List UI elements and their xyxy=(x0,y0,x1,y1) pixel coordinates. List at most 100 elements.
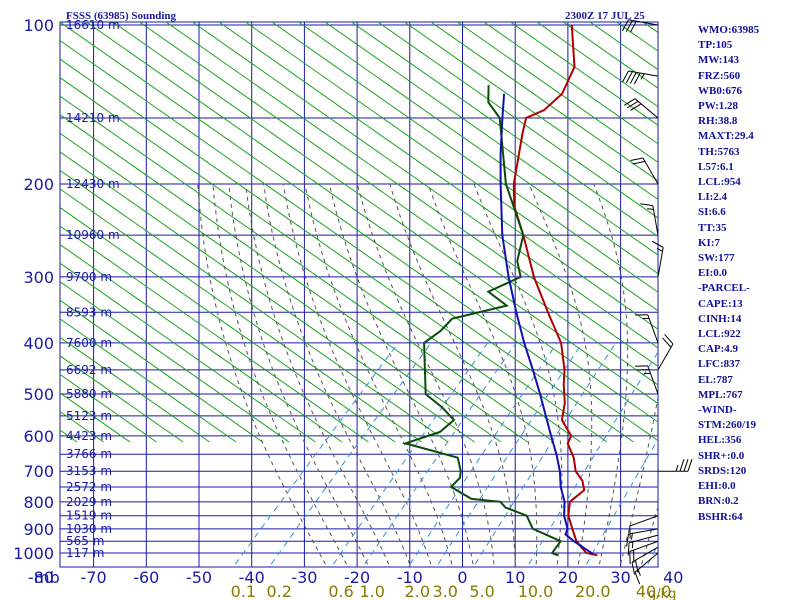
wind-barb-staff xyxy=(642,157,659,185)
sounding-index-item: -PARCEL- xyxy=(698,282,750,295)
dry-adiabat-line xyxy=(60,281,290,443)
sounding-index-item: EL:787 xyxy=(698,373,733,386)
moist-adiabat-line xyxy=(282,183,432,565)
dry-adiabat-line xyxy=(112,22,658,405)
height-label: 4423 m xyxy=(66,429,112,443)
mixing-ratio-unit: g/kg xyxy=(648,587,676,600)
mixing-ratio-line xyxy=(332,342,489,565)
sounding-index-item: CAPE:13 xyxy=(698,297,743,310)
wind-barb-full xyxy=(621,70,629,83)
plot-frame xyxy=(59,21,659,568)
dry-adiabat-line xyxy=(60,169,449,443)
wind-barb-staff xyxy=(634,552,659,573)
wind-barb-full xyxy=(630,157,644,161)
wind-barb-full xyxy=(625,71,633,84)
wind-barbs xyxy=(621,19,693,585)
moist-adiabat-line xyxy=(245,183,390,565)
wind-barb-half xyxy=(656,247,663,252)
temperature-tick-label: -50 xyxy=(186,568,212,587)
moist-adiabats xyxy=(197,183,658,565)
sounding-indices-panel: WMO:63985 TP:105 MW:143 FRZ:560 WB0:676 PW:1.… xyxy=(698,23,759,525)
chart-title: FSSS (63985) Sounding xyxy=(66,10,177,22)
temperature-tick-label: -40 xyxy=(239,568,265,587)
dewpoint-line xyxy=(401,85,563,557)
pressure-tick-label: 900 xyxy=(23,520,54,539)
pressure-tick-label: 500 xyxy=(23,385,54,404)
sounding-index-item: STM:260/19 xyxy=(698,419,757,432)
dry-adiabat-line xyxy=(192,22,658,349)
dry-adiabat-line xyxy=(351,22,658,238)
sounding-index-item: SI:6.6 xyxy=(698,206,726,219)
wind-barb-full xyxy=(623,98,636,106)
height-label: 16610 m xyxy=(66,18,120,32)
height-label: 5880 m xyxy=(66,387,112,401)
sounding-index-item: LFC:837 xyxy=(698,358,741,371)
sounding-index-item: CINH:14 xyxy=(698,312,742,325)
sounding-datetime: 2300Z 17 JUL 25 xyxy=(565,10,645,22)
sounding-index-item: WMO:63985 xyxy=(698,24,760,36)
wind-barb-full xyxy=(687,459,693,472)
dry-adiabat-line xyxy=(483,22,658,145)
dry-adiabat-line xyxy=(404,22,658,201)
wind-barb-full xyxy=(632,160,646,165)
dry-adiabat-line xyxy=(0,22,51,442)
temperature-tick-label: 40 xyxy=(663,568,683,587)
dry-adiabat-line xyxy=(60,336,210,443)
height-label: 117 m xyxy=(66,546,104,560)
height-label: 565 m xyxy=(66,534,104,548)
pressure-tick-label: 300 xyxy=(23,268,54,287)
mixing-ratio-labels: 0.1 0.2 0.6 1.0 2.0 3.0 5.0 10.0 20.0 40.0g/kg xyxy=(231,582,677,600)
height-label: 12430 m xyxy=(66,177,120,191)
dry-adiabat-line xyxy=(60,22,658,442)
pressure-tick-label: 700 xyxy=(23,462,54,481)
moist-adiabat-line xyxy=(427,183,538,565)
parcel-line xyxy=(499,93,594,555)
sounding-index-item: WB0:676 xyxy=(698,84,742,97)
temperature-line xyxy=(512,24,598,557)
dry-adiabat-line xyxy=(60,206,396,443)
moist-adiabat-line xyxy=(212,183,347,565)
sounding-index-item: SHR+:0.0 xyxy=(698,449,745,462)
pressure-labels: 100 200 300 400 500 600 700 800 900 1000 xyxy=(13,16,54,563)
temperature-tick-label: 0 xyxy=(457,568,467,587)
moist-adiabat-line xyxy=(304,183,453,565)
mixing-ratio-label: 2.0 xyxy=(405,582,430,600)
dry-adiabat-line xyxy=(60,299,263,443)
moist-adiabat-line xyxy=(356,183,495,565)
mixing-ratio-line xyxy=(474,342,617,565)
moist-adiabat-line xyxy=(197,183,326,565)
sounding-index-item: CAP:4.9 xyxy=(698,343,739,356)
pressure-tick-label: 400 xyxy=(23,334,54,353)
wind-barb-full xyxy=(662,337,672,348)
dry-adiabat-line xyxy=(60,355,184,443)
sounding-index-item: LCL:954 xyxy=(698,176,741,189)
sounding-index-item: BSHR:64 xyxy=(698,510,743,523)
pressure-tick-label: 100 xyxy=(23,16,54,35)
mixing-ratio-label: 20.0 xyxy=(575,582,611,600)
wind-barb-full xyxy=(629,72,637,84)
moist-adiabat-line xyxy=(389,183,516,565)
sounding-index-item: MAXT:29.4 xyxy=(698,130,754,143)
dry-adiabat-line xyxy=(0,22,24,442)
dry-adiabats xyxy=(0,22,658,443)
moist-adiabat-line xyxy=(328,183,474,565)
moist-adiabat-line xyxy=(528,183,593,565)
dry-adiabat-line xyxy=(60,188,422,443)
temperature-tick-label: 20 xyxy=(558,568,578,587)
dry-adiabat-line xyxy=(60,243,343,443)
mixing-ratio-line xyxy=(234,342,399,565)
wind-barb-full xyxy=(626,533,629,547)
wind-barb-full xyxy=(630,103,642,111)
wind-barb-full xyxy=(640,203,653,207)
sounding-index-item: BRN:0.2 xyxy=(698,495,739,508)
wind-barb-staff xyxy=(634,98,659,119)
dry-adiabat-line xyxy=(60,151,475,443)
wind-barb-staff xyxy=(647,365,659,395)
pressure-tick-label: 600 xyxy=(23,427,54,446)
mixing-ratio-label: 10.0 xyxy=(518,582,554,600)
wind-barb-staff xyxy=(631,546,659,563)
wind-barb-staff xyxy=(657,247,664,278)
wind-barb-staff xyxy=(652,205,659,236)
mixing-ratio-label: 0.6 xyxy=(328,582,353,600)
